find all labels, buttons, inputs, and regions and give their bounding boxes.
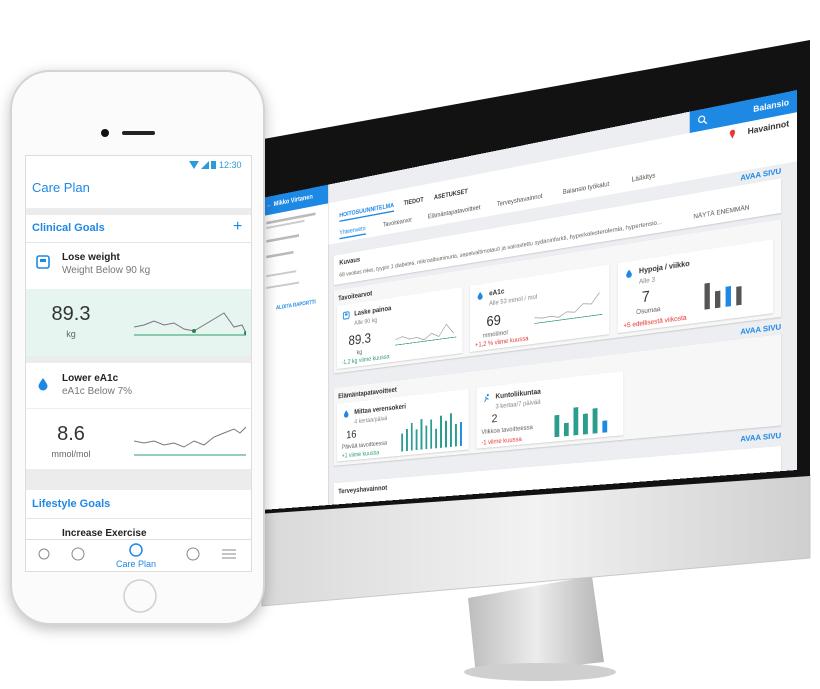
card-name: Laske painoa [354,304,392,318]
section-heading: Clinical Goals [32,222,105,234]
sidebar-line [266,234,299,243]
home-button[interactable] [123,579,157,613]
sparkline [134,312,246,336]
status-time: 12:30 [219,160,242,170]
app-bar: 12:30 Care Plan [26,156,251,208]
section-heading: Lifestyle Goals [32,498,111,510]
card-value: 69 [486,312,501,331]
show-more[interactable]: NÄYTÄ ENEMMÄN [693,203,750,221]
drop-icon [626,269,632,279]
description-heading: Kuvaus [339,255,361,267]
goal-value-panel: 89.3 kg [26,289,251,356]
goal-value-panel: 8.6 mmol/mol [26,408,251,469]
card-value: 7 [641,288,650,306]
sparkline [395,317,456,350]
lifestyle-card[interactable]: Mittaa verensokeri 4 kertaa/päivä 16 Päi… [337,388,469,462]
target-card[interactable]: eA1c Alle 53 mmol / mol 69 mmol/mol +1,2… [470,264,610,353]
search-icon[interactable] [697,113,707,126]
goal-unit: kg [66,329,76,339]
section-heading: Terveyshavainnot [338,484,388,496]
goal-card[interactable]: Lose weight Weight Below 90 kg [26,243,251,289]
card-target: 4 kertaa/päivä [354,414,388,425]
card-change: +5 edellisestä viikosta [623,313,687,330]
camera [101,129,109,137]
lifestyle-card[interactable]: Kuntoliikuntaa 3 kertaa/7 päivää 2 Viikk… [476,371,624,449]
stand-neck [468,576,604,676]
card-name: Mittaa verensokeri [354,402,406,417]
app-title: Care Plan [32,180,90,195]
goal-target: eA1c Below 7% [62,386,133,397]
nav-icon[interactable] [186,547,200,561]
section-header: Lifestyle Goals [26,490,251,519]
nav-icon[interactable] [71,547,85,561]
nav-label[interactable]: Care Plan [115,559,157,569]
brand: Balansio [753,97,790,115]
card-unit: kg [356,348,363,356]
start-report[interactable]: ALOITA RAPORTTI [276,298,316,311]
drop-icon [38,378,48,391]
patient-name: Mikko Virtanen [273,193,313,209]
drop-icon [343,409,349,418]
goal-name: Lose weight [62,252,120,263]
phone-hardware [101,129,157,613]
card-name: eA1c [489,287,505,298]
card-target: Alle 90 kg [354,316,378,327]
goal-name: Lower eA1c [62,373,119,384]
status-icons [189,161,216,169]
pin-icon [729,129,736,140]
stand-base [464,663,616,681]
bar-sparkline [554,407,608,438]
card-change: -1 viime kuussa [481,435,522,447]
goal-target: Weight Below 90 kg [62,265,151,276]
target-card[interactable]: Hypoja / viikko Alle 3 7 Osumaa +5 edell… [617,239,774,334]
bar-sparkline [704,282,742,310]
bottom-nav: Care Plan [26,539,251,571]
goal-unit: mmol/mol [51,449,91,459]
goal-value: 8.6 [57,423,85,445]
sparkline [535,288,603,328]
scale-icon [343,311,350,320]
sidebar: ← Mikko Virtanen ALOITA RAPORTTI [262,184,329,510]
card-name: Hypoja / viikko [638,259,690,276]
nav-icons [38,543,236,561]
card-target: Alle 3 [638,275,656,286]
goal-card[interactable]: Increase Exercise [26,519,251,541]
goal-name: Increase Exercise [62,528,147,539]
sidebar-line [266,281,299,289]
open-page-link[interactable]: AVAA SIVU [740,431,782,444]
card-value: 2 [491,412,498,426]
card-unit: Osumaa [636,304,661,316]
card-value: 89.3 [348,330,372,349]
card-change: -1,2 kg viime kuussa [341,352,390,366]
sidebar-line [266,270,297,278]
scale-icon [36,255,50,269]
nav-icon[interactable] [222,549,236,559]
goal-value: 89.3 [51,303,91,325]
speaker [122,131,155,135]
card-value: 16 [346,428,357,442]
phone-screen: 12:30 Care Plan Clinical Goals + Lose we… [25,155,252,572]
drop-icon [477,291,483,301]
goal-card[interactable]: Lower eA1c eA1c Below 7% [26,363,251,408]
run-icon [483,393,491,402]
bar-sparkline [401,413,462,452]
card-unit: Viikkoa tavoitteessa [481,423,533,436]
section-header: Clinical Goals + [26,215,251,243]
sidebar-line [266,250,294,259]
sparkline [134,426,246,456]
nav-icon[interactable] [38,548,50,560]
nav-icon-active[interactable] [129,543,143,557]
card-change: +1 viime kuussa [341,448,380,460]
add-button[interactable]: + [233,218,243,235]
